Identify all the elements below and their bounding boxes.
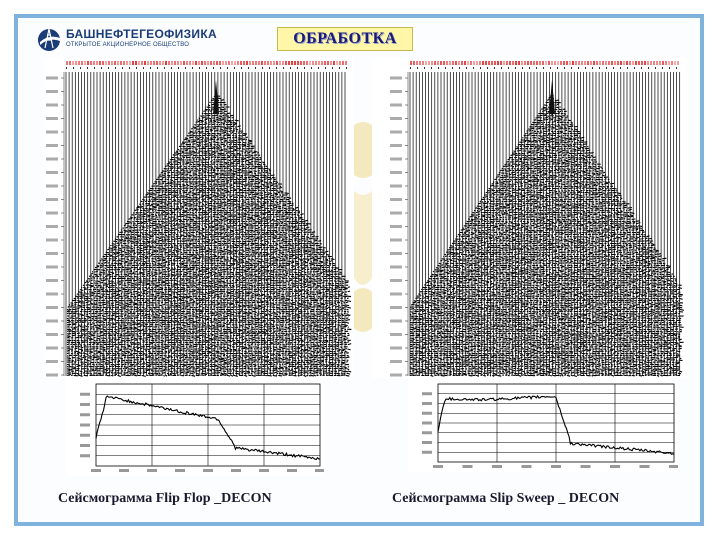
caption-slip-sweep: Сейсмограмма Slip Sweep _ DECON bbox=[392, 491, 620, 506]
company-logo: БАШНЕФТЕГЕОФИЗИКА ОТКРЫТОЕ АКЦИОНЕРНОЕ О… bbox=[36, 26, 217, 52]
spectrum-plot bbox=[80, 383, 324, 472]
time-axis bbox=[390, 72, 409, 377]
seismogram-slip-sweep bbox=[372, 58, 686, 378]
wavefield-region bbox=[66, 80, 352, 378]
caption-flip-flop: Сейсмограмма Flip Flop _DECON bbox=[58, 491, 272, 506]
spectrum-slip-sweep bbox=[408, 378, 678, 472]
oil-derrick-logo-icon bbox=[38, 28, 60, 51]
company-name: БАШНЕФТЕГЕОФИЗИКА bbox=[66, 27, 217, 41]
trace-header-strip bbox=[66, 61, 347, 69]
wavefield-region bbox=[409, 80, 685, 378]
spectrum-flip-flop bbox=[66, 378, 324, 476]
time-axis bbox=[46, 72, 65, 377]
seismogram-flip-flop bbox=[44, 58, 354, 378]
slide-title-box: ОБРАБОТКА bbox=[277, 27, 413, 51]
company-subtitle: ОТКРЫТОЕ АКЦИОНЕРНОЕ ОБЩЕСТВО bbox=[66, 42, 190, 48]
trace-header-strip bbox=[410, 61, 679, 69]
slide-title: ОБРАБОТКА bbox=[293, 30, 397, 47]
spectrum-plot bbox=[422, 383, 678, 468]
